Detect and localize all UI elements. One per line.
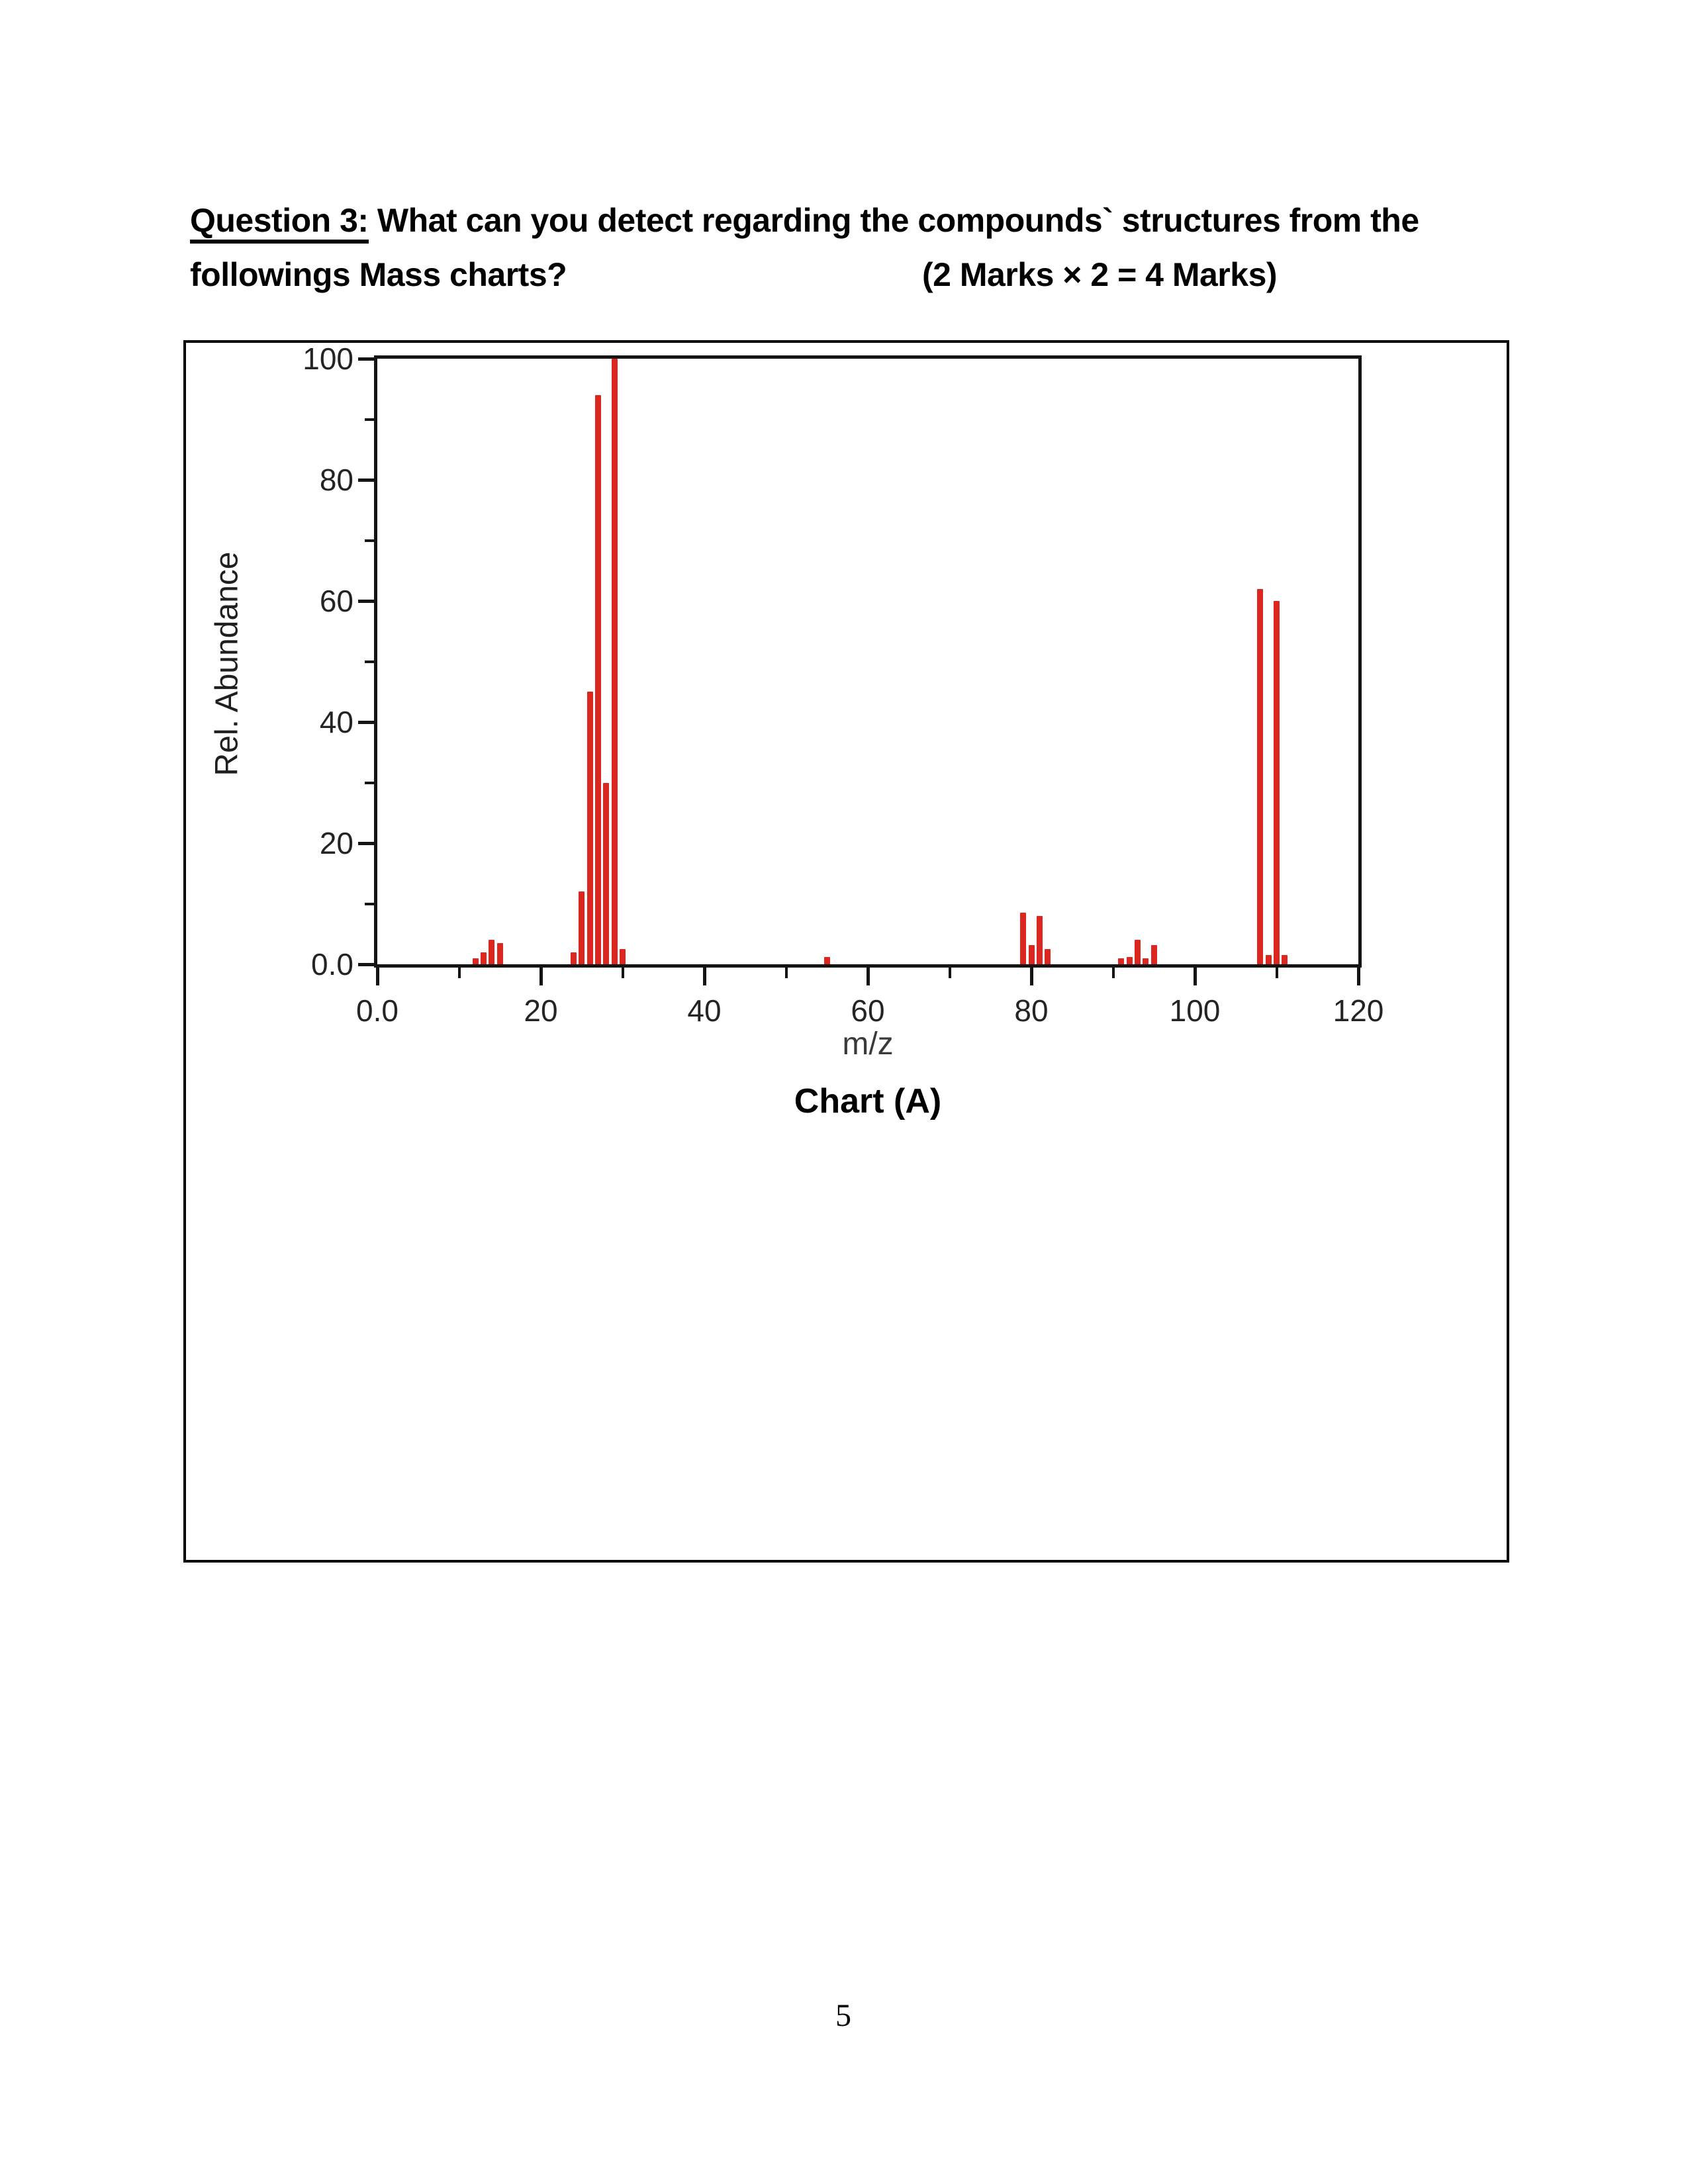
question-text-line2-left: followings Mass charts?	[190, 256, 567, 293]
spectrum-bar	[1118, 958, 1125, 964]
y-tick	[358, 841, 374, 845]
x-tick	[375, 968, 379, 985]
spectrum-bar	[1135, 940, 1141, 964]
spectrum-bar	[1265, 955, 1272, 964]
spectrum-bar	[1274, 601, 1280, 964]
y-minor-tick	[365, 539, 374, 542]
x-tick	[866, 968, 870, 985]
x-tick-label: 80	[1014, 993, 1049, 1028]
y-tick-label: 40	[319, 705, 353, 739]
x-tick	[1029, 968, 1033, 985]
x-tick	[702, 968, 706, 985]
spectrum-bar	[1282, 955, 1288, 964]
x-tick-label: 0.0	[356, 993, 399, 1028]
spectrum-bar	[579, 891, 585, 964]
spectrum-bar	[594, 394, 601, 964]
spectrum-bar	[620, 949, 626, 964]
spectrum-bar	[611, 359, 618, 964]
x-tick-label: 60	[851, 993, 885, 1028]
y-minor-tick	[365, 902, 374, 905]
spectrum-bar	[823, 957, 830, 964]
x-tick	[539, 968, 543, 985]
y-tick	[358, 599, 374, 603]
x-minor-tick	[784, 968, 788, 978]
question-text-line2: followings Mass charts? (2 Marks × 2 = 4…	[190, 248, 1514, 302]
spectrum-bar	[1036, 915, 1043, 964]
spectrum-bar	[472, 958, 479, 964]
spectrum-bar	[489, 940, 495, 964]
y-tick-label: 60	[319, 584, 353, 618]
question-text-line1: Question 3: What can you detect regardin…	[190, 193, 1514, 248]
question-block: Question 3: What can you detect regardin…	[190, 193, 1514, 302]
x-minor-tick	[1111, 968, 1115, 978]
spectrum-bar	[603, 782, 610, 964]
spectrum-bar	[1257, 588, 1264, 964]
x-minor-tick	[948, 968, 951, 978]
spectrum-bar	[586, 692, 593, 964]
y-tick	[358, 478, 374, 482]
y-minor-tick	[365, 781, 374, 784]
y-tick-label: 100	[303, 341, 353, 376]
mass-spectrum-plot: m/z Chart (A) 0.0 20 40 60 80 100 0.0 20 40 60 80 1…	[303, 341, 1383, 1120]
question-label: Question 3:	[190, 202, 369, 244]
y-tick	[358, 720, 374, 724]
spectrum-bar	[1126, 957, 1133, 964]
y-tick-label: 0.0	[311, 947, 353, 981]
y-tick-label: 20	[319, 826, 353, 860]
page-number: 5	[835, 1998, 851, 2033]
figure-box: Rel. Abundance m/z Chart (A) 0.0 20 40 60 80…	[183, 340, 1509, 1563]
x-minor-tick	[457, 968, 461, 978]
spectrum-bar	[1150, 944, 1157, 964]
spectrum-bar	[1020, 913, 1027, 964]
y-tick	[358, 962, 374, 966]
chart-caption: Chart (A)	[794, 1082, 942, 1120]
x-axis-label: m/z	[842, 1026, 894, 1062]
spectrum-bar	[481, 952, 487, 964]
y-tick-label: 80	[319, 463, 353, 497]
spectrum-bar	[1143, 958, 1149, 964]
spectrum-bar	[1028, 944, 1035, 964]
question-text-rest: What can you detect regarding the compou…	[368, 202, 1419, 239]
spectrum-bar	[570, 952, 577, 964]
spectrum-bar	[496, 942, 503, 964]
x-tick-label: 120	[1333, 993, 1384, 1028]
y-tick	[358, 357, 374, 361]
y-minor-tick	[365, 660, 374, 663]
x-tick-label: 40	[687, 993, 722, 1028]
y-minor-tick	[365, 418, 374, 421]
x-tick	[1356, 968, 1360, 985]
spectrum-bar	[1045, 949, 1051, 964]
y-axis-label: Rel. Abundance	[209, 551, 245, 776]
x-tick-label: 100	[1169, 993, 1221, 1028]
x-minor-tick	[621, 968, 624, 978]
x-tick-label: 20	[524, 993, 558, 1028]
x-minor-tick	[1275, 968, 1278, 978]
x-tick	[1193, 968, 1197, 985]
question-marks: (2 Marks × 2 = 4 Marks)	[922, 256, 1278, 293]
